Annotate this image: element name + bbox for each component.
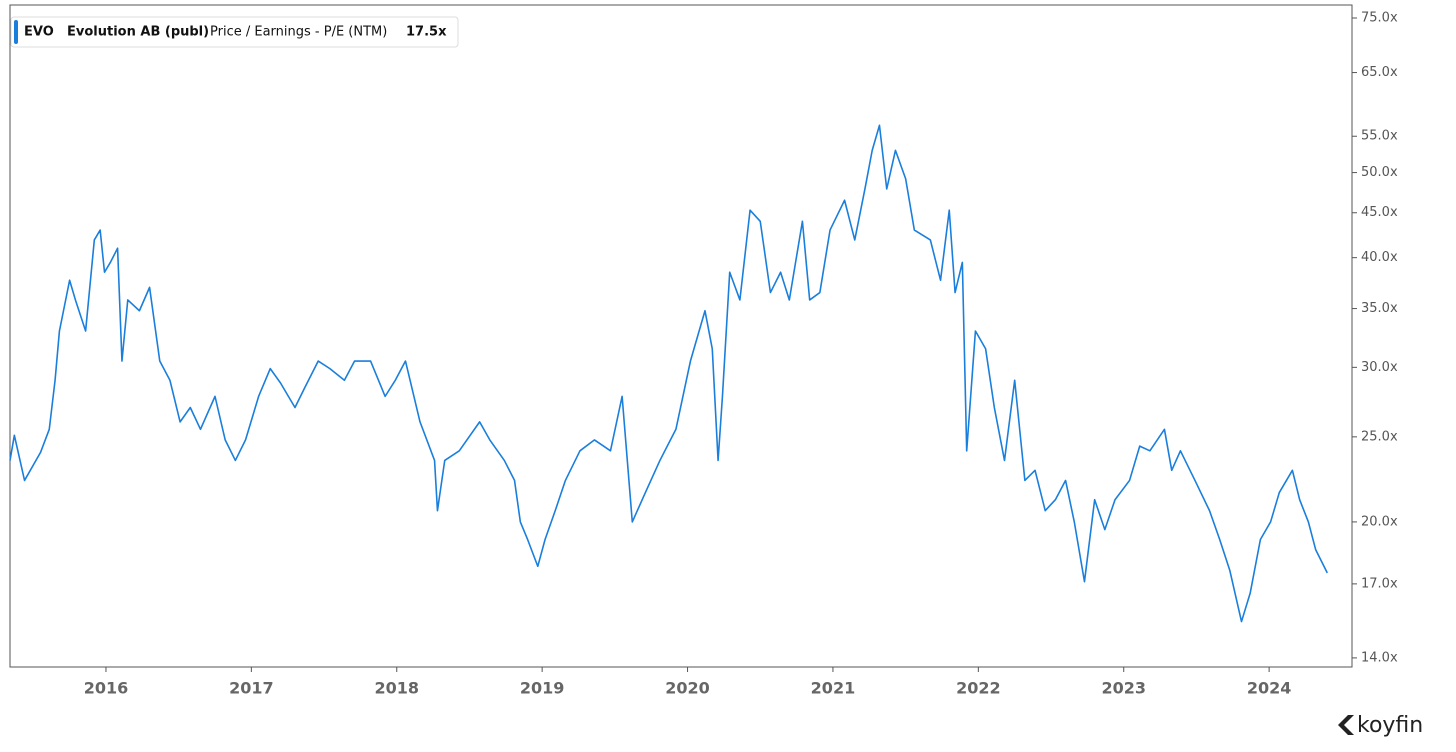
legend-swatch [14, 20, 18, 44]
x-tick-label: 2019 [520, 679, 565, 698]
x-tick-label: 2022 [956, 679, 1001, 698]
legend-box [10, 16, 459, 48]
y-tick-label: 17.0x [1361, 576, 1398, 591]
y-tick-label: 14.0x [1361, 650, 1398, 665]
x-tick-label: 2017 [229, 679, 274, 698]
x-tick-label: 2020 [665, 679, 710, 698]
legend-name: Evolution AB (publ) [67, 25, 209, 40]
y-tick-label: 35.0x [1361, 301, 1398, 316]
price-earnings-line [9, 124, 1328, 623]
y-tick-label: 40.0x [1361, 250, 1398, 265]
x-tick-label: 2021 [811, 679, 856, 698]
legend-ticker: EVO [24, 25, 54, 40]
x-tick-label: 2023 [1101, 679, 1146, 698]
y-tick-label: 25.0x [1361, 429, 1398, 444]
y-tick-label: 55.0x [1361, 129, 1398, 144]
legend-metric: Price / Earnings - P/E (NTM) [210, 25, 387, 40]
y-tick-label: 20.0x [1361, 514, 1398, 529]
x-tick-label: 2024 [1247, 679, 1292, 698]
y-tick-label: 45.0x [1361, 205, 1398, 220]
x-tick-label: 2016 [84, 679, 129, 698]
x-tick-label: 2018 [374, 679, 419, 698]
plot-frame [9, 4, 1353, 668]
y-tick-label: 75.0x [1361, 10, 1398, 25]
logo-icon [1338, 715, 1354, 735]
logo-text: koyfin [1357, 713, 1423, 738]
y-tick-label: 30.0x [1361, 360, 1398, 375]
legend-value: 17.5x [406, 25, 447, 40]
y-tick-label: 50.0x [1361, 165, 1398, 180]
y-tick-label: 65.0x [1361, 65, 1398, 80]
